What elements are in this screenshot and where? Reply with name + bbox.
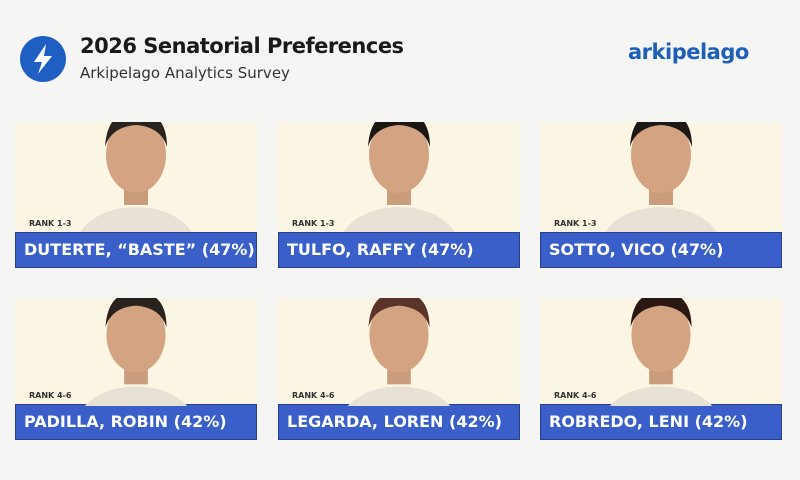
candidate-card xyxy=(540,298,782,406)
candidate-card xyxy=(15,122,257,232)
page-title: 2026 Senatorial Preferences xyxy=(80,34,404,58)
candidate-photo xyxy=(605,122,717,232)
candidate-name-bar: TULFO, RAFFY (47%) xyxy=(278,232,520,268)
candidate-photo xyxy=(80,122,192,232)
rank-label: RANK 1-3 xyxy=(29,219,72,228)
candidate-photo xyxy=(609,298,713,406)
rank-label: RANK 4-6 xyxy=(554,391,597,400)
rank-label: RANK 4-6 xyxy=(29,391,72,400)
lightning-logo-icon xyxy=(20,36,66,82)
candidate-card xyxy=(278,122,520,232)
candidate-name-bar: DUTERTE, “BASTE” (47%) xyxy=(15,232,257,268)
candidate-name-bar: SOTTO, VICO (47%) xyxy=(540,232,782,268)
candidate-card xyxy=(540,122,782,232)
candidate-card xyxy=(278,298,520,406)
rank-label: RANK 1-3 xyxy=(554,219,597,228)
page-subtitle: Arkipelago Analytics Survey xyxy=(80,64,290,82)
candidate-photo xyxy=(343,122,455,232)
candidate-photo xyxy=(84,298,188,406)
candidate-name-bar: LEGARDA, LOREN (42%) xyxy=(278,404,520,440)
rank-label: RANK 4-6 xyxy=(292,391,335,400)
candidate-name-bar: PADILLA, ROBIN (42%) xyxy=(15,404,257,440)
candidate-card xyxy=(15,298,257,406)
candidate-name-bar: ROBREDO, LENI (42%) xyxy=(540,404,782,440)
candidate-photo xyxy=(347,298,451,406)
rank-label: RANK 1-3 xyxy=(292,219,335,228)
brand-logo: arkipelago xyxy=(628,40,749,64)
